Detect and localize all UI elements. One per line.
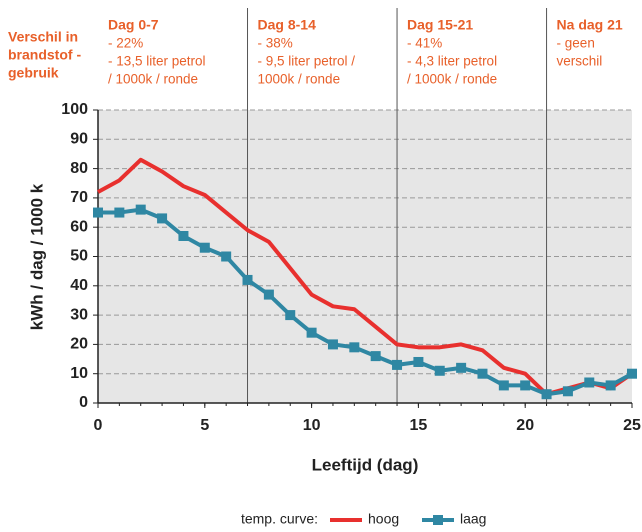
legend-label: hoog — [368, 511, 399, 527]
annotation-line: / 1000k / ronde — [407, 72, 497, 87]
legend-label: laag — [460, 511, 486, 527]
marker — [199, 242, 210, 253]
annotation-line: - 38% — [258, 36, 293, 51]
marker — [456, 362, 467, 373]
annotation-header: Dag 8-14 — [258, 17, 317, 33]
y-tick-label: 10 — [70, 365, 88, 382]
y-tick-label: 100 — [61, 101, 88, 118]
marker — [584, 377, 595, 388]
marker — [477, 368, 488, 379]
y-tick-label: 40 — [70, 277, 88, 294]
marker — [242, 274, 253, 285]
annotation-line: - geen — [557, 36, 595, 51]
marker — [605, 380, 616, 391]
annotation-header: Dag 0-7 — [108, 17, 159, 33]
annotation-line: - 4,3 liter petrol — [407, 54, 497, 69]
side-label: brandstof - — [8, 47, 81, 63]
annotation-line: / 1000k / ronde — [108, 72, 198, 87]
legend-marker — [433, 515, 443, 525]
annotation-line: - 9,5 liter petrol / — [258, 54, 356, 69]
y-tick-label: 80 — [70, 160, 88, 177]
marker — [221, 251, 232, 262]
annotation-header: Dag 15-21 — [407, 17, 473, 33]
marker — [285, 310, 296, 321]
marker — [627, 368, 637, 379]
x-axis-label: Leeftijd (dag) — [312, 455, 419, 474]
x-tick-label: 20 — [516, 417, 534, 434]
y-tick-label: 30 — [70, 306, 88, 323]
y-tick-label: 70 — [70, 189, 88, 206]
marker — [114, 207, 125, 218]
x-tick-label: 0 — [94, 417, 103, 434]
marker — [306, 327, 317, 338]
marker — [541, 389, 552, 400]
marker — [135, 204, 146, 215]
annotation-line: verschil — [557, 54, 603, 69]
x-tick-label: 15 — [410, 417, 428, 434]
annotation-line: 1000k / ronde — [258, 72, 341, 87]
marker — [263, 289, 274, 300]
marker — [157, 213, 168, 224]
x-tick-label: 10 — [303, 417, 321, 434]
y-tick-label: 20 — [70, 336, 88, 353]
y-tick-label: 50 — [70, 248, 88, 265]
marker — [349, 342, 360, 353]
marker — [434, 365, 445, 376]
x-tick-label: 5 — [200, 417, 209, 434]
marker — [93, 207, 103, 218]
y-tick-label: 0 — [79, 394, 88, 411]
annotation-line: - 13,5 liter petrol — [108, 54, 206, 69]
annotation-line: - 41% — [407, 36, 442, 51]
annotation-header: Na dag 21 — [557, 17, 623, 33]
marker — [178, 230, 189, 241]
legend-title: temp. curve: — [241, 511, 318, 527]
marker — [498, 380, 509, 391]
x-tick-label: 25 — [623, 417, 641, 434]
marker — [413, 356, 424, 367]
side-label: Verschil in — [8, 29, 78, 45]
y-axis-label: kWh / dag / 1000 k — [27, 183, 46, 330]
side-label: gebruik — [8, 65, 59, 81]
y-tick-label: 60 — [70, 218, 88, 235]
annotation-line: - 22% — [108, 36, 143, 51]
y-tick-label: 90 — [70, 131, 88, 148]
marker — [392, 359, 403, 370]
marker — [327, 339, 338, 350]
marker — [562, 386, 573, 397]
marker — [370, 351, 381, 362]
marker — [520, 380, 531, 391]
